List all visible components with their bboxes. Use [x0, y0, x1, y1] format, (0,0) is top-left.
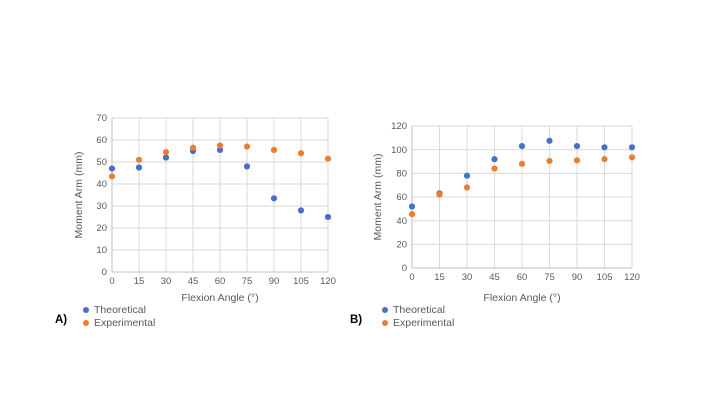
- y-tick-label: 70: [96, 113, 107, 124]
- x-tick-label: 30: [161, 276, 172, 287]
- panel-label-a: A): [55, 314, 68, 326]
- data-point-experimental: [463, 184, 471, 191]
- x-tick-label: 15: [434, 272, 445, 283]
- x-tick-label: 0: [109, 276, 114, 287]
- chart-a-legend-item-theoretical: Theoretical: [83, 304, 155, 317]
- data-point-theoretical: [243, 163, 251, 170]
- data-point-theoretical: [324, 213, 332, 221]
- x-tick-label: 60: [215, 276, 226, 287]
- data-point-experimental: [297, 150, 305, 157]
- data-point-experimental: [108, 173, 116, 180]
- y-tick-label: 30: [96, 201, 107, 212]
- chart-a-legend-label-experimental: Experimental: [94, 316, 156, 329]
- x-tick-label: 0: [409, 272, 414, 283]
- y-tick-label: 120: [391, 121, 407, 132]
- chart-a-legend: Theoretical Experimental: [83, 304, 155, 329]
- theoretical-marker-icon: [83, 307, 89, 314]
- x-tick-label: 45: [188, 276, 199, 287]
- data-point-theoretical: [270, 195, 278, 202]
- panel-label-b: B): [350, 314, 363, 326]
- y-tick-label: 80: [396, 169, 407, 180]
- chart-b-legend-label-theoretical: Theoretical: [393, 304, 445, 317]
- x-tick-label: 75: [242, 276, 253, 287]
- y-tick-label: 0: [102, 267, 107, 278]
- chart-b-legend-item-experimental: Experimental: [382, 317, 454, 330]
- y-tick-label: 20: [396, 240, 407, 251]
- experimental-marker-icon: [83, 319, 89, 326]
- x-tick-label: 90: [572, 272, 583, 283]
- chart-a-x-axis-title: Flexion Angle (°): [181, 292, 259, 304]
- chart-b: Moment Arm (mm) 0 20 40 60 80 100 120 0 15 30 45 60…: [350, 100, 650, 345]
- data-point-experimental: [189, 144, 197, 151]
- data-point-experimental: [135, 156, 143, 163]
- data-point-theoretical: [628, 144, 636, 151]
- data-point-experimental: [436, 191, 443, 198]
- data-point-theoretical: [463, 172, 471, 179]
- data-point-experimental: [243, 143, 251, 150]
- data-point-experimental: [408, 211, 416, 218]
- data-point-experimental: [628, 154, 636, 161]
- y-tick-label: 50: [96, 157, 107, 168]
- data-point-theoretical: [216, 146, 224, 153]
- x-tick-label: 45: [489, 272, 500, 283]
- x-tick-label: 75: [544, 272, 555, 283]
- y-tick-label: 0: [402, 263, 407, 274]
- data-point-experimental: [491, 165, 498, 172]
- data-point-experimental: [573, 157, 581, 164]
- y-tick-label: 60: [396, 192, 407, 203]
- chart-a: Moment Arm (mm) 0 10 20 30 40 50 60 70 0 15 30 45 60…: [55, 100, 355, 345]
- chart-b-legend-item-theoretical: Theoretical: [382, 304, 454, 317]
- data-point-theoretical: [491, 156, 498, 163]
- data-point-experimental: [162, 149, 170, 156]
- data-point-experimental: [518, 160, 526, 167]
- x-tick-label: 120: [320, 276, 336, 287]
- data-point-experimental: [216, 142, 224, 149]
- chart-a-legend-item-experimental: Experimental: [83, 317, 155, 330]
- x-tick-label: 15: [134, 276, 145, 287]
- data-point-experimental: [546, 157, 553, 165]
- chart-b-x-axis-title: Flexion Angle (°): [483, 292, 561, 304]
- y-tick-label: 40: [96, 179, 107, 190]
- y-tick-label: 10: [96, 245, 107, 256]
- theoretical-marker-icon: [382, 307, 388, 314]
- data-point-experimental: [270, 146, 278, 153]
- data-point-theoretical: [108, 165, 116, 172]
- data-point-theoretical: [573, 143, 581, 150]
- experimental-marker-icon: [382, 319, 388, 326]
- x-tick-label: 60: [517, 272, 528, 283]
- x-tick-label: 105: [597, 272, 613, 283]
- y-tick-label: 100: [391, 145, 407, 156]
- chart-b-legend: Theoretical Experimental: [382, 304, 454, 329]
- y-tick-label: 60: [96, 135, 107, 146]
- x-tick-label: 120: [624, 272, 640, 283]
- y-tick-label: 40: [396, 216, 407, 227]
- data-point-theoretical: [135, 164, 143, 171]
- y-tick-label: 20: [96, 223, 107, 234]
- data-point-experimental: [324, 155, 332, 162]
- data-point-theoretical: [162, 154, 170, 161]
- x-tick-label: 30: [462, 272, 473, 283]
- chart-a-plot-area: 0 10 20 30 40 50 60 70 0 15 30 45 60 75 90 105 120: [55, 100, 336, 287]
- data-point-theoretical: [546, 137, 553, 144]
- data-point-theoretical: [518, 143, 526, 150]
- chart-b-plot-area: 0 20 40 60 80 100 120 0 15 30 45 60 75 90 105 120: [350, 100, 640, 283]
- data-point-theoretical: [601, 144, 608, 151]
- data-point-experimental: [601, 156, 608, 163]
- data-point-theoretical: [297, 207, 305, 214]
- x-tick-label: 105: [293, 276, 309, 287]
- chart-a-legend-label-theoretical: Theoretical: [94, 304, 146, 317]
- data-point-theoretical: [408, 203, 416, 210]
- chart-b-legend-label-experimental: Experimental: [393, 316, 455, 329]
- x-tick-label: 90: [269, 276, 280, 287]
